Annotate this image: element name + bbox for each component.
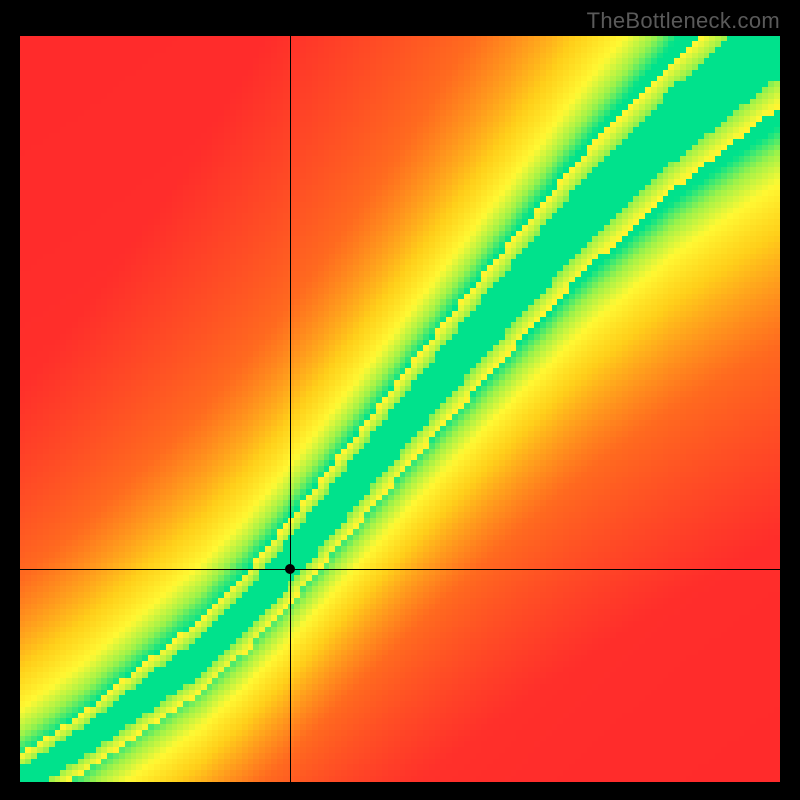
crosshair-marker [285,564,295,574]
chart-frame: TheBottleneck.com [0,0,800,800]
plot-area [20,36,780,782]
crosshair-horizontal [20,569,780,570]
heatmap-canvas [20,36,780,782]
watermark-text: TheBottleneck.com [587,8,780,34]
crosshair-vertical [290,36,291,782]
